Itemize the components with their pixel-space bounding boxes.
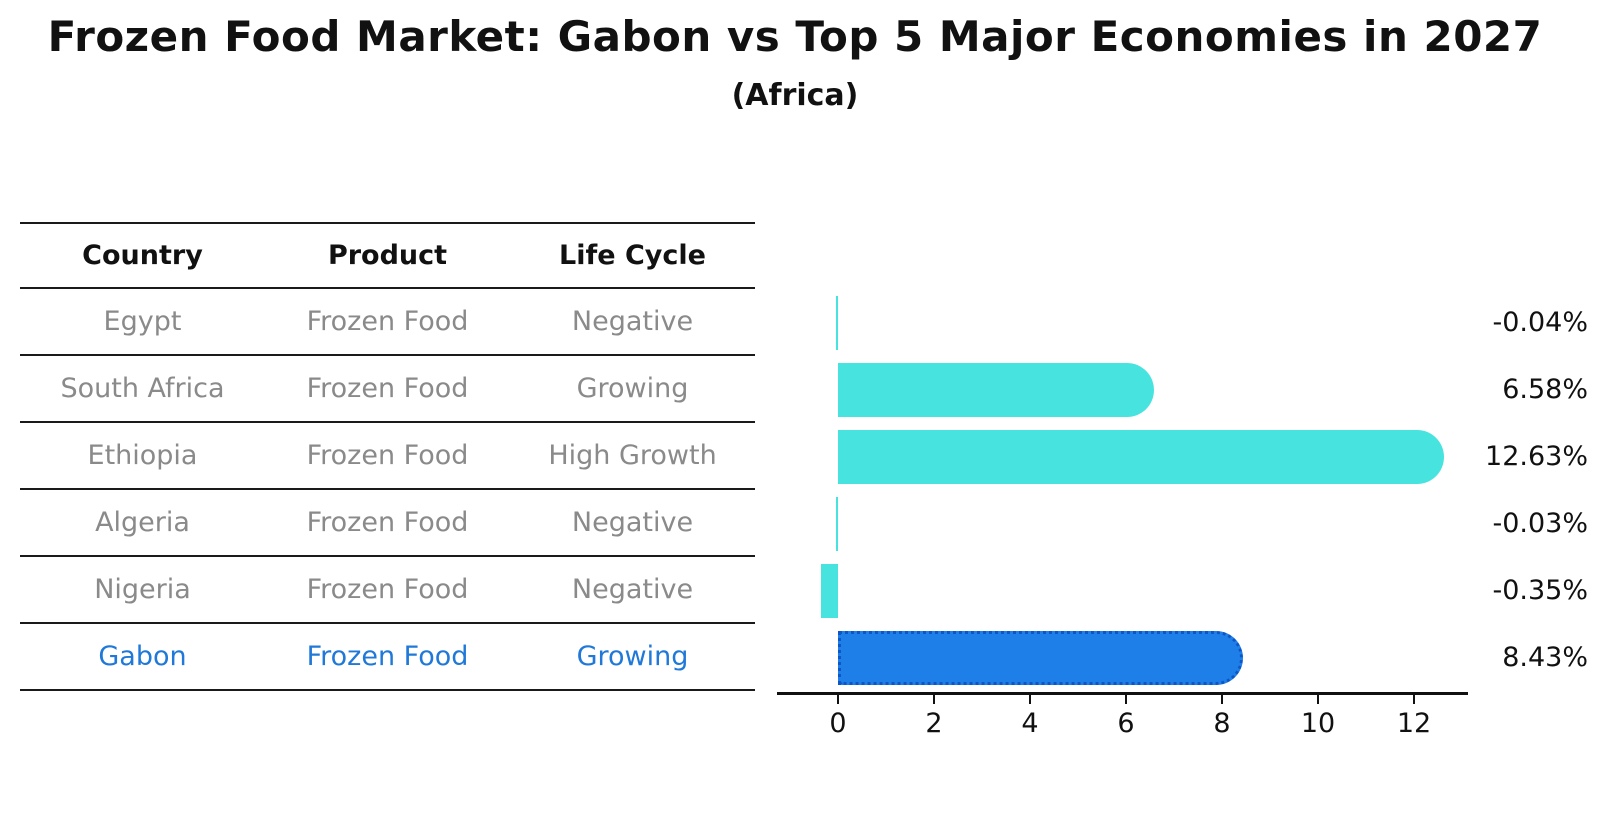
cell-product: Frozen Food — [306, 373, 469, 404]
table-row: Egypt Frozen Food Negative — [20, 289, 755, 356]
cell-country: South Africa — [60, 373, 225, 404]
x-axis-tick — [1413, 695, 1415, 704]
cell-product: Frozen Food — [306, 641, 469, 672]
cell-country: Gabon — [98, 641, 187, 672]
x-axis-tick-label: 8 — [1213, 708, 1231, 739]
value-label: -0.04% — [1492, 306, 1588, 338]
value-label: 12.63% — [1485, 440, 1588, 472]
cell-lifecycle: Negative — [571, 306, 694, 337]
table-row: Ethiopia Frozen Food High Growth — [20, 423, 755, 490]
header-cell-lifecycle: Life Cycle — [559, 240, 706, 271]
cell-product: Frozen Food — [306, 507, 469, 538]
x-axis-tick-label: 6 — [1117, 708, 1135, 739]
value-label: 8.43% — [1502, 641, 1588, 673]
bar-ethiopia — [838, 429, 1445, 484]
bar-gabon — [838, 630, 1243, 685]
x-axis-tick-label: 0 — [829, 708, 847, 739]
x-axis-tick — [1317, 695, 1319, 704]
bar-algeria — [836, 496, 838, 551]
cell-lifecycle: Growing — [576, 641, 689, 672]
header-cell-product: Product — [327, 240, 448, 271]
cell-country: Egypt — [103, 306, 182, 337]
cell-country: Nigeria — [94, 574, 191, 605]
bar-nigeria — [821, 563, 838, 618]
x-axis-tick-label: 10 — [1300, 708, 1336, 739]
x-axis-tick — [837, 695, 839, 704]
x-axis-tick — [1125, 695, 1127, 704]
value-label: 6.58% — [1502, 373, 1588, 405]
header-cell-country: Country — [82, 240, 203, 271]
cell-lifecycle: Growing — [576, 373, 689, 404]
cell-lifecycle: Negative — [571, 574, 694, 605]
x-axis-line — [777, 692, 1468, 695]
cell-lifecycle: Negative — [571, 507, 694, 538]
chart-subtitle: (Africa) — [731, 78, 859, 113]
cell-country: Ethiopia — [87, 440, 198, 471]
x-axis-tick — [1029, 695, 1031, 704]
x-axis-tick-label: 4 — [1021, 708, 1039, 739]
cell-lifecycle: High Growth — [548, 440, 717, 471]
x-axis-tick — [1221, 695, 1223, 704]
cell-country: Algeria — [95, 507, 190, 538]
x-axis-tick-label: 12 — [1396, 708, 1432, 739]
x-axis-tick — [933, 695, 935, 704]
cell-product: Frozen Food — [306, 306, 469, 337]
table-row: South Africa Frozen Food Growing — [20, 356, 755, 423]
chart-title: Frozen Food Market: Gabon vs Top 5 Major… — [47, 12, 1543, 61]
bar-plot: -0.04% 6.58% 12.63% -0.03% -0.35% 8.43% 0 2 4 6 8 1… — [777, 222, 1590, 782]
value-label: -0.35% — [1492, 574, 1588, 606]
cell-product: Frozen Food — [306, 440, 469, 471]
cell-product: Frozen Food — [306, 574, 469, 605]
value-label: -0.03% — [1492, 507, 1588, 539]
bar-egypt — [836, 295, 838, 350]
table-row: Gabon Frozen Food Growing — [20, 624, 755, 691]
bar-south-africa — [838, 362, 1154, 417]
x-axis-tick-label: 2 — [925, 708, 943, 739]
table-row: Nigeria Frozen Food Negative — [20, 557, 755, 624]
data-table: Country Product Life Cycle Egypt Frozen F… — [20, 222, 755, 691]
table-row: Algeria Frozen Food Negative — [20, 490, 755, 557]
table-header-row: Country Product Life Cycle — [20, 222, 755, 289]
